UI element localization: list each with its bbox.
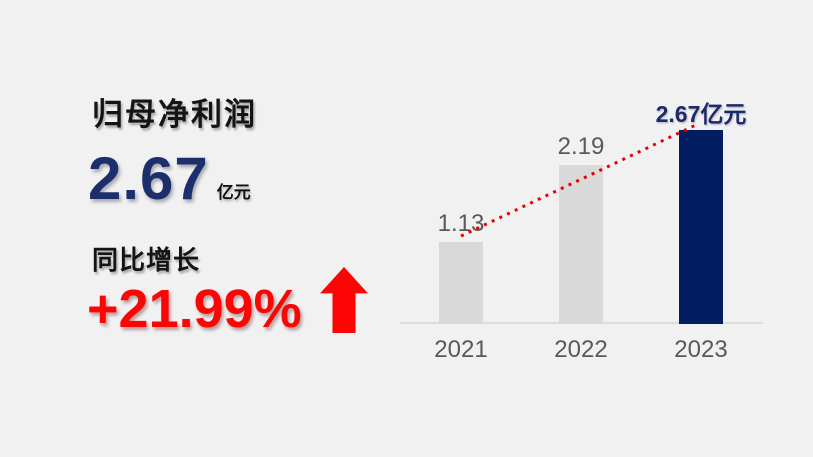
net-profit-bar-chart: 1.13 2.19 2.67亿元 2021 2022 2023: [400, 95, 770, 375]
x-tick-2023: 2023: [674, 336, 728, 363]
bar-value-label: 2.67亿元: [655, 100, 747, 127]
growth-label: 同比增长: [92, 245, 201, 275]
kpi-title: 归母净利润: [92, 97, 257, 132]
bar-2021: [439, 242, 483, 324]
bar-group-2021: 1.13: [396, 211, 526, 324]
bar-group-2023: 2.67亿元: [636, 102, 766, 324]
x-tick-2022: 2022: [554, 336, 608, 363]
bar-group-2022: 2.19: [516, 134, 646, 324]
kpi-value: 2.67: [88, 145, 209, 212]
bar-2022: [559, 165, 603, 324]
up-arrow-icon: [320, 267, 368, 333]
kpi-value-row: 2.67 亿元: [88, 149, 251, 209]
bar-2023: [679, 130, 723, 324]
x-tick-2021: 2021: [434, 336, 488, 363]
bar-value-label: 2.19: [557, 132, 605, 160]
growth-value: +21.99%: [87, 279, 302, 339]
kpi-unit: 亿元: [216, 183, 251, 202]
plot-area: 1.13 2.19 2.67亿元: [400, 95, 763, 324]
bar-value-label: 1.13: [437, 209, 485, 237]
